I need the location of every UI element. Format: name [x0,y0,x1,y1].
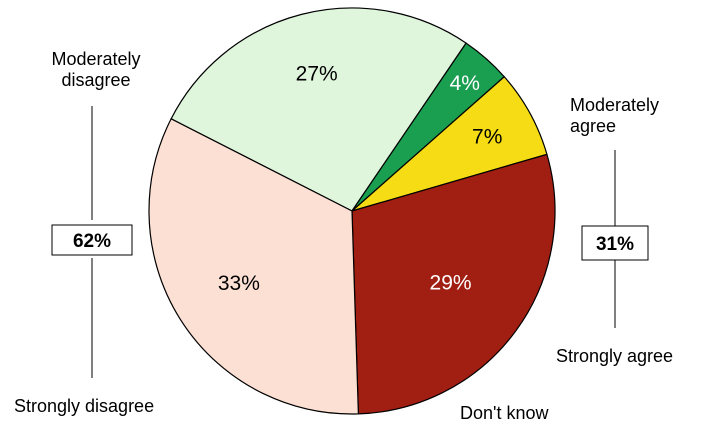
label-moderately-disagree-line2: disagree [61,70,130,90]
disagree-total-box [51,224,133,256]
pie-slice-strongly-disagree [351,153,556,415]
label-dont-know: Don't know [460,403,549,423]
label-moderately-agree-line1: Moderately [570,95,659,115]
agree-total-box [581,225,649,261]
pie-slices [148,7,556,415]
label-moderately-disagree-line1: Moderately [51,49,140,69]
disagree-total: 62% [73,231,111,252]
pie-data-labels: 27% 4% 7% 29% 33% [218,62,503,294]
data-label-strongly-agree: 4% [450,72,480,95]
label-strongly-disagree: Strongly disagree [14,396,154,416]
label-strongly-agree: Strongly agree [556,346,673,366]
data-label-don-t-know: 7% [472,126,502,149]
data-label-moderately-disagree: 33% [218,272,260,295]
label-moderately-agree-line2: agree [570,116,616,136]
pie-slice-moderately-agree [170,7,467,212]
data-label-moderately-agree: 27% [296,62,338,85]
agree-total: 31% [596,234,634,255]
data-label-strongly-disagree: 29% [430,272,472,295]
pie-slice-moderately-disagree [148,118,359,415]
